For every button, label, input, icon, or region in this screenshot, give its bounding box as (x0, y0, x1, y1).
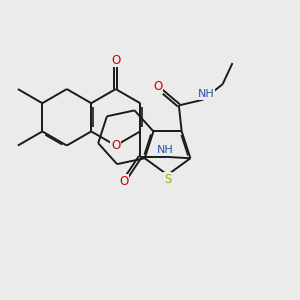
Text: O: O (153, 80, 162, 93)
Text: O: O (111, 54, 120, 67)
Text: O: O (111, 139, 120, 152)
Text: NH: NH (157, 145, 174, 155)
Text: S: S (164, 173, 171, 186)
Text: NH: NH (198, 89, 215, 99)
Text: O: O (119, 175, 128, 188)
